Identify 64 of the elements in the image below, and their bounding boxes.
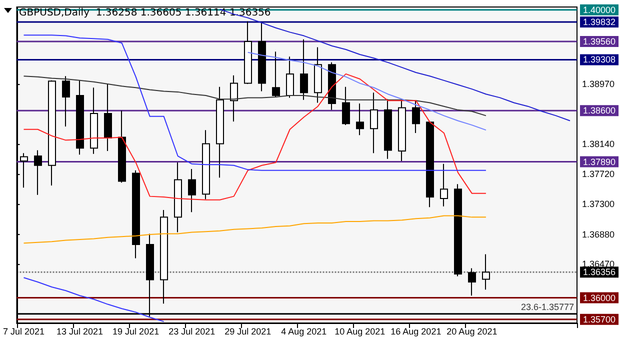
candlestick [216, 86, 224, 178]
candlestick [328, 62, 336, 110]
y-tick-label: 1.37720 [582, 169, 615, 179]
candlestick [258, 22, 266, 92]
candlestick [356, 102, 364, 136]
candlestick [468, 268, 476, 296]
candlestick [90, 87, 98, 154]
x-tick-label: 23 Jul 2021 [168, 326, 216, 336]
candlestick [230, 74, 238, 122]
ref-line-label: 1.39832 [583, 16, 616, 27]
candlestick [398, 100, 406, 162]
y-tick-label: 1.36880 [582, 229, 615, 240]
ref-line-label: 1.37890 [583, 156, 616, 167]
x-tick-label: 29 Jul 2021 [224, 326, 272, 336]
candlestick [370, 92, 378, 154]
ref-line-label: 1.36356 [583, 267, 616, 278]
candlestick [384, 98, 392, 160]
candlestick [202, 130, 210, 200]
candlestick [174, 162, 182, 233]
ref-line-label: 1.39308 [583, 54, 616, 65]
candlestick [62, 76, 70, 127]
candlestick [104, 84, 112, 152]
x-tick-label: 16 Aug 2021 [390, 326, 442, 336]
line-series [247, 52, 486, 131]
ref-line-label: 1.35700 [583, 314, 616, 324]
candlestick [342, 86, 350, 126]
x-tick-label: 7 Jul 2021 [2, 326, 45, 336]
candlestick [48, 80, 56, 186]
ref-line-label: 1.40000 [583, 4, 616, 15]
y-tick-label: 1.36470 [582, 258, 615, 269]
line-series [23, 215, 486, 244]
line-series [23, 73, 486, 200]
candlestick [132, 170, 140, 259]
candlestick [300, 38, 308, 100]
candlestick [286, 56, 294, 98]
candlestick [412, 100, 420, 134]
x-tick-label: 10 Aug 2021 [334, 326, 386, 336]
x-tick-label: 13 Jul 2021 [56, 326, 104, 336]
chart-title: GBPUSD,Daily 1.36258 1.36605 1.36114 1.36356 [19, 8, 271, 18]
y-tick-label: 1.38970 [582, 79, 615, 90]
candlestick [426, 120, 434, 208]
line-series [23, 34, 486, 171]
line-series [23, 277, 164, 322]
candlestick [188, 168, 196, 213]
candlestick [34, 150, 42, 196]
ref-line-label: 1.38600 [583, 106, 616, 116]
y-tick-label: 1.38140 [582, 138, 615, 149]
line-series [23, 76, 486, 116]
x-tick-label: 19 Jul 2021 [112, 326, 160, 336]
candlestick [272, 51, 280, 98]
candlestick [118, 110, 126, 184]
candlestick [76, 80, 84, 156]
candlestick [440, 163, 448, 207]
candlestick [160, 209, 168, 304]
x-tick-label: 20 Aug 2021 [446, 326, 498, 336]
candlestick [244, 20, 252, 85]
candlestick [454, 184, 462, 277]
y-tick-label: 1.37300 [582, 199, 615, 210]
x-tick-label: 4 Aug 2021 [281, 326, 327, 336]
annotation: 23.6-1.35777 [520, 302, 574, 312]
candlestick [314, 46, 322, 104]
ref-line-label: 1.36000 [583, 292, 616, 303]
candlestick [482, 254, 490, 290]
ref-line-label: 1.39560 [583, 36, 616, 47]
